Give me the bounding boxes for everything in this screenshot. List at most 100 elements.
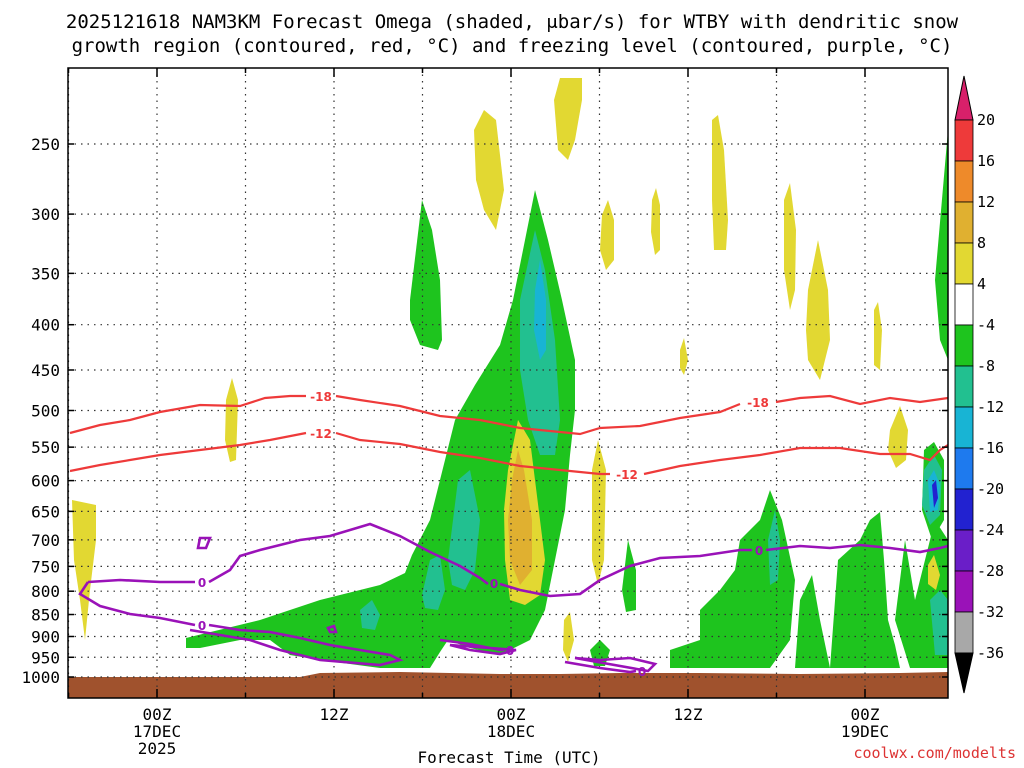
colorbar-band bbox=[954, 611, 974, 654]
omega-yellow-region bbox=[928, 555, 940, 590]
colorbar-bottom-arrow bbox=[954, 652, 974, 694]
pressure-tick-label: 500 bbox=[31, 402, 60, 421]
colorbar-label: -12 bbox=[977, 398, 1004, 416]
omega-yellow-region bbox=[554, 78, 582, 160]
colorbar-band bbox=[954, 324, 974, 367]
colorbar-band bbox=[954, 201, 974, 244]
freezing-level-label: 0 bbox=[198, 619, 206, 633]
colorbar-band bbox=[954, 242, 974, 285]
time-tick-label: 19DEC bbox=[841, 722, 889, 741]
colorbar-band bbox=[954, 447, 974, 490]
x-axis-label: Forecast Time (UTC) bbox=[417, 748, 600, 767]
omega-yellow-region bbox=[874, 302, 882, 370]
omega-teal-region bbox=[360, 600, 380, 630]
colorbar-label: -4 bbox=[977, 316, 995, 334]
time-tick-label: 18DEC bbox=[487, 722, 535, 741]
time-tick-label: 2025 bbox=[138, 739, 177, 758]
colorbar-band bbox=[954, 406, 974, 449]
chart-title-line2: growth region (contoured, red, °C) and f… bbox=[72, 35, 953, 57]
colorbar-label: -24 bbox=[977, 521, 1004, 539]
pressure-tick-label: 650 bbox=[31, 502, 60, 521]
colorbar-band bbox=[954, 365, 974, 408]
time-tick-label: 00Z bbox=[143, 705, 172, 724]
time-tick-label: 12Z bbox=[674, 705, 703, 724]
time-gridlines bbox=[67, 68, 866, 698]
omega-yellow-region bbox=[474, 110, 504, 230]
omega-teal-region bbox=[448, 470, 480, 590]
pressure-tick-label: 300 bbox=[31, 205, 60, 224]
omega-teal-region bbox=[930, 590, 948, 655]
omega-downward-shading bbox=[72, 78, 940, 662]
colorbar-band bbox=[954, 160, 974, 203]
omega-orange-region bbox=[508, 450, 532, 585]
dgz-minus18-contour bbox=[69, 394, 949, 436]
credit-link[interactable]: coolwx.com/modelts bbox=[853, 744, 1016, 762]
colorbar-band bbox=[954, 570, 974, 613]
time-tick-label: 17DEC bbox=[133, 722, 181, 741]
dgz-contours: -18 -18 -12 -12 bbox=[69, 390, 949, 482]
colorbar-label: -32 bbox=[977, 603, 1004, 621]
colorbar-band bbox=[954, 488, 974, 531]
omega-blue-region bbox=[932, 480, 938, 508]
freezing-level-label: 0 bbox=[198, 576, 206, 590]
omega-colorbar: 20 16 12 8 4 -4 -8 -12 -16 -20 -24 -28 -32 -36 bbox=[954, 75, 1004, 694]
omega-teal-region bbox=[422, 555, 445, 610]
omega-yellow-region bbox=[72, 500, 96, 640]
omega-yellow-region bbox=[600, 200, 614, 270]
pressure-tick-label: 900 bbox=[31, 627, 60, 646]
pressure-tick-label: 250 bbox=[31, 135, 60, 154]
dgz-minus12-contour bbox=[69, 431, 949, 476]
colorbar-label: 8 bbox=[977, 234, 986, 252]
colorbar-label: -36 bbox=[977, 644, 1004, 662]
pressure-tick-label: 850 bbox=[31, 606, 60, 625]
colorbar-label: 20 bbox=[977, 111, 995, 129]
dgz-minus12-label: -12 bbox=[616, 468, 638, 482]
colorbar-label: 16 bbox=[977, 152, 995, 170]
colorbar-label: -8 bbox=[977, 357, 995, 375]
dgz-minus18-label: -18 bbox=[747, 396, 769, 410]
pressure-axis: 250 300 350 400 450 500 550 600 650 700 750 800 850 9… bbox=[21, 135, 948, 687]
freezing-level-label: 0 bbox=[638, 665, 646, 679]
colorbar-top-arrow bbox=[954, 75, 974, 121]
colorbar-label: -20 bbox=[977, 480, 1004, 498]
dgz-minus18-label: -18 bbox=[310, 390, 332, 404]
pressure-tick-label: 700 bbox=[31, 531, 60, 550]
pressure-tick-label: 950 bbox=[31, 648, 60, 667]
omega-yellow-region bbox=[806, 240, 830, 380]
colorbar-label: -28 bbox=[977, 562, 1004, 580]
omega-yellow-region bbox=[651, 188, 660, 255]
pressure-tick-label: 550 bbox=[31, 438, 60, 457]
colorbar-label: -16 bbox=[977, 439, 1004, 457]
freezing-level-contour bbox=[87, 522, 949, 598]
ground-surface-band bbox=[68, 672, 948, 698]
colorbar-label: 12 bbox=[977, 193, 995, 211]
freezing-level-label: 0 bbox=[490, 577, 498, 591]
freezing-level-contours: 0 0 0 0 0 0 bbox=[78, 522, 949, 679]
omega-green-region bbox=[622, 540, 636, 612]
pressure-tick-label: 450 bbox=[31, 361, 60, 380]
freezing-level-contour bbox=[196, 536, 212, 550]
freezing-level-contour bbox=[439, 638, 517, 656]
omega-yellow-region bbox=[225, 378, 238, 462]
pressure-tick-label: 800 bbox=[31, 582, 60, 601]
omega-green-region bbox=[795, 575, 830, 668]
omega-yellow-region bbox=[680, 338, 688, 375]
omega-yellow-region bbox=[592, 440, 606, 585]
omega-green-region bbox=[935, 130, 948, 360]
omega-yellow-region bbox=[784, 183, 796, 310]
pressure-tick-label: 750 bbox=[31, 557, 60, 576]
omega-cyan-region bbox=[534, 260, 546, 360]
pressure-tick-label: 350 bbox=[31, 264, 60, 283]
omega-yellow-region bbox=[888, 406, 908, 468]
colorbar-band bbox=[954, 529, 974, 572]
plot-border bbox=[67, 67, 949, 699]
time-tick-label: 12Z bbox=[320, 705, 349, 724]
time-tick-label: 00Z bbox=[851, 705, 880, 724]
time-tick-label: 00Z bbox=[497, 705, 526, 724]
omega-green-region bbox=[830, 512, 900, 668]
pressure-tick-label: 600 bbox=[31, 472, 60, 491]
freezing-level-contour bbox=[78, 581, 404, 667]
pressure-tick-label: 1000 bbox=[21, 668, 60, 687]
